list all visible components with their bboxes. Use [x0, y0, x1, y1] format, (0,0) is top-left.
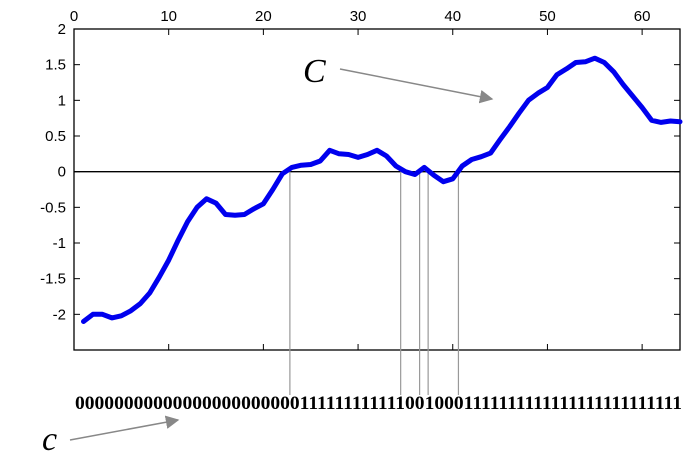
series-group	[84, 58, 681, 321]
y-tick-label: 2	[58, 21, 66, 38]
y-tick-label: -2	[53, 306, 66, 323]
y-tick-label: 1.5	[45, 57, 66, 74]
curve-annotation-label: C	[303, 53, 326, 90]
y-tick-label: -1	[53, 235, 66, 252]
x-tick-label: 20	[255, 8, 272, 25]
bit-string-label: 0000000000000000000000011111111111100100…	[75, 393, 682, 414]
x-tick-label: 50	[539, 8, 556, 25]
bit-annotation-label: c	[42, 421, 57, 458]
curve-annotation-arrow	[340, 69, 492, 99]
x-tick-label: 30	[350, 8, 367, 25]
x-tick-label: 40	[444, 8, 461, 25]
y-tick-label: -1.5	[40, 271, 66, 288]
plot-frame	[74, 29, 680, 350]
y-tick-label: 0	[58, 164, 66, 181]
plot-axes	[74, 29, 680, 350]
x-tick-label: 0	[70, 8, 78, 25]
bit-annotation-arrow	[70, 420, 178, 440]
y-tick-label: 0.5	[45, 128, 66, 145]
x-axis-ticks: 0 10 20 30 40 50 60	[70, 8, 651, 350]
zero-crossing-lines	[290, 172, 459, 395]
x-tick-label: 10	[160, 8, 177, 25]
series-line	[84, 58, 681, 321]
y-tick-label: 1	[58, 92, 66, 109]
y-tick-label: -0.5	[40, 199, 66, 216]
x-tick-label: 60	[634, 8, 651, 25]
